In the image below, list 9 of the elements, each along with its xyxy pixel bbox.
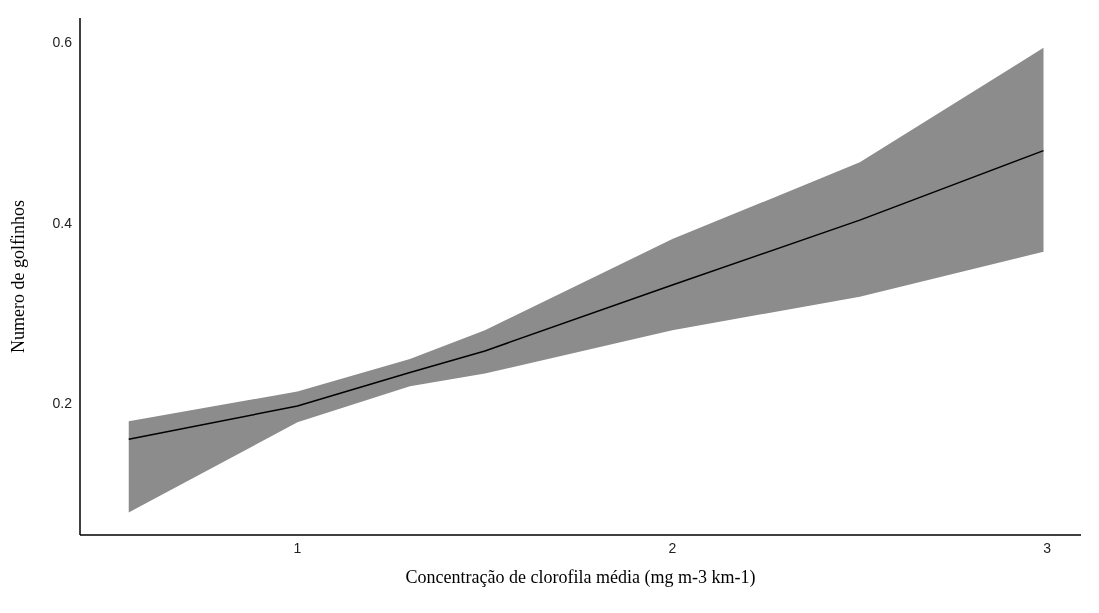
x-tick-label: 3 <box>1043 539 1052 556</box>
y-tick-label: 0.6 <box>52 34 73 51</box>
x-axis-title: Concentração de clorofila média (mg m-3 km-1) <box>405 567 756 588</box>
y-tick-label: 0.2 <box>52 395 73 412</box>
line-series <box>127 149 1045 441</box>
x-tick-label: 1 <box>293 539 302 556</box>
x-tick-label: 2 <box>668 539 677 556</box>
y-tick-label: 0.4 <box>52 214 73 231</box>
y-axis-title: Numero de golfinhos <box>8 200 29 353</box>
